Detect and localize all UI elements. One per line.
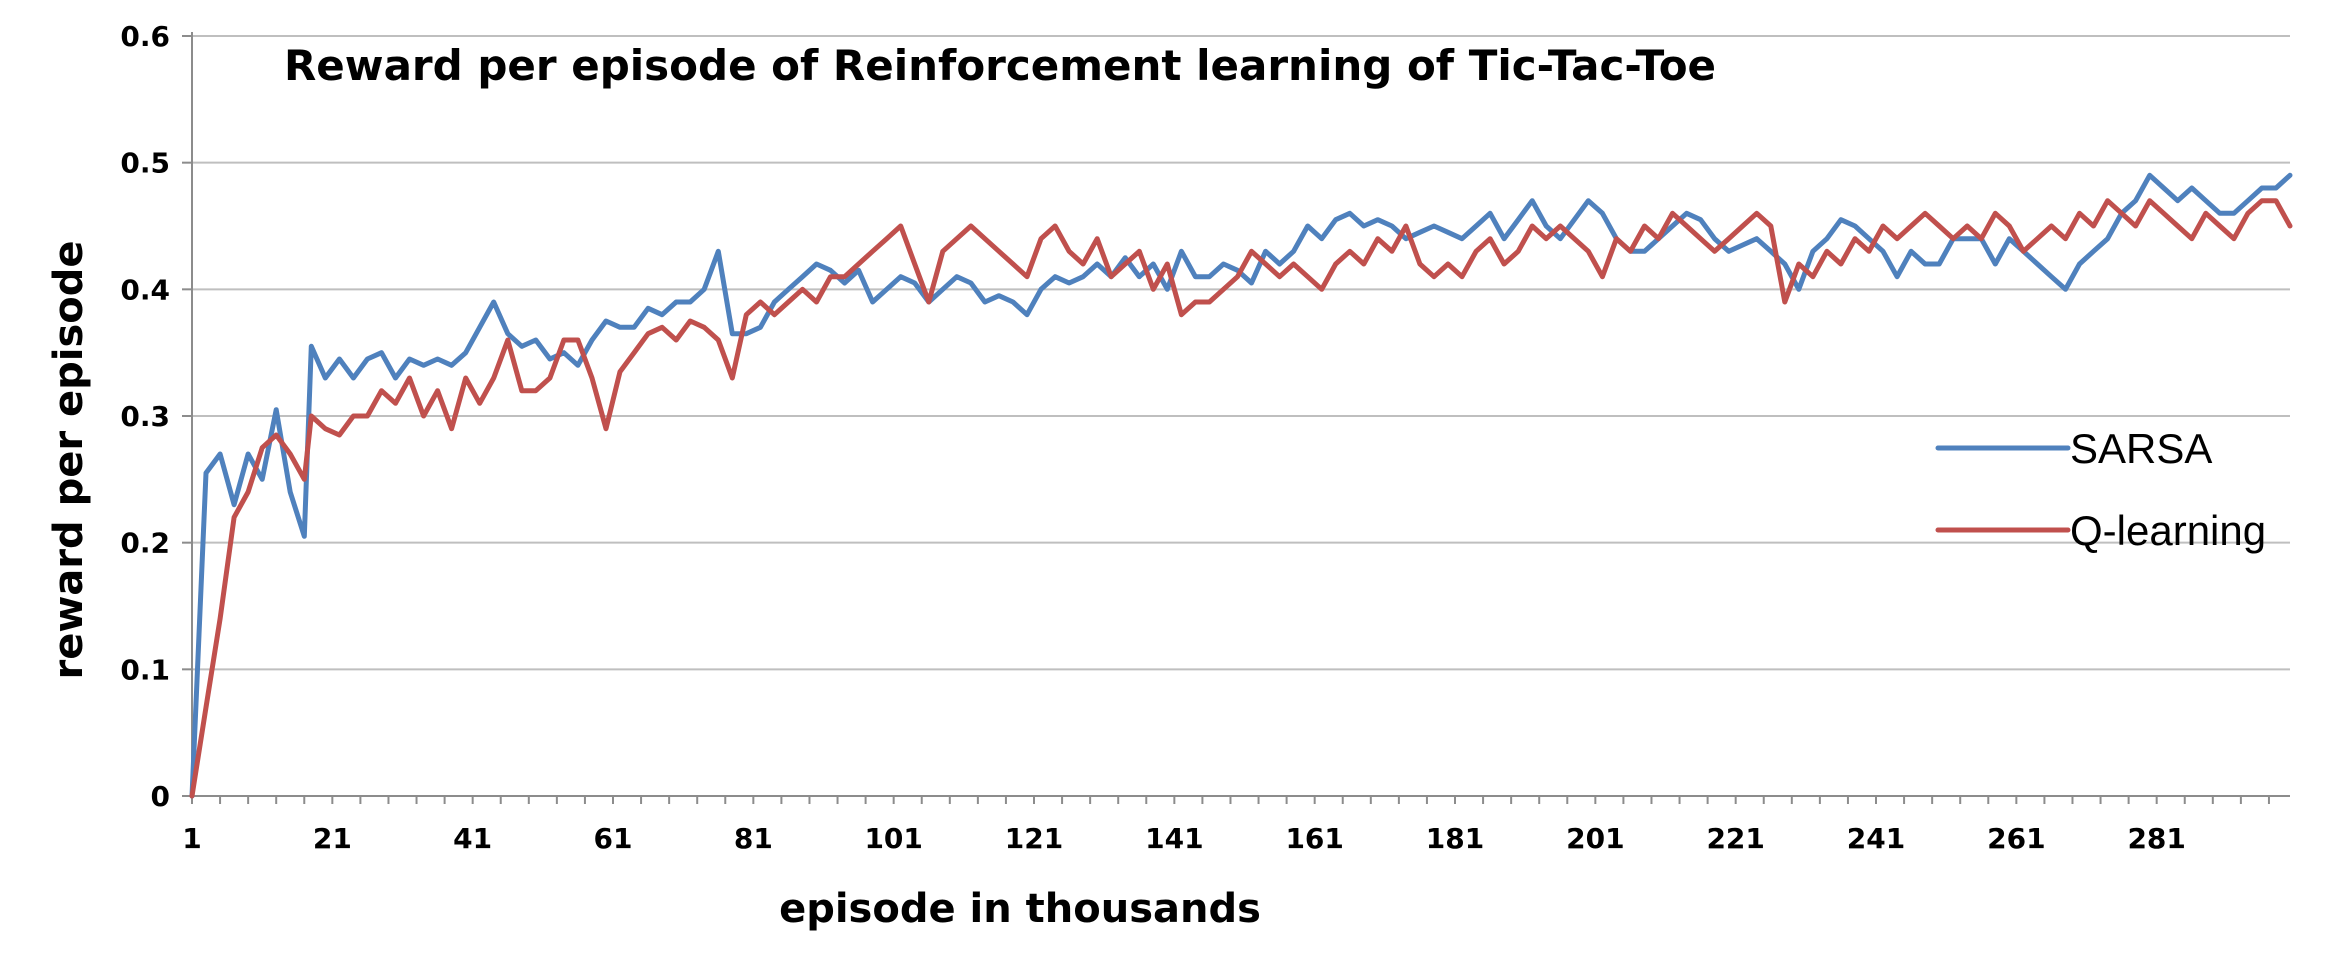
x-tick-label: 241 — [1847, 822, 1905, 855]
x-tick-label: 141 — [1145, 822, 1203, 855]
x-tick-label: 81 — [734, 822, 773, 855]
tick-labels: 00.10.20.30.40.50.61 21 41 61 81 101 121 141 161… — [120, 20, 2186, 855]
x-tick-label: 121 — [1005, 822, 1063, 855]
x-tick-label: 261 — [1987, 822, 2045, 855]
y-tick-label: 0 — [151, 780, 170, 813]
x-tick-label: 281 — [2127, 822, 2185, 855]
y-tick-label: 0.2 — [120, 527, 170, 560]
y-tick-label: 0.1 — [120, 653, 170, 686]
x-tick-label: 201 — [1566, 822, 1624, 855]
y-tick-label: 0.5 — [120, 147, 170, 180]
series-line-q-learning — [189, 198, 2293, 799]
series-lines — [189, 172, 2293, 799]
y-tick-label: 0.6 — [120, 20, 170, 53]
axes — [182, 32, 2290, 804]
x-tick-label: 21 — [313, 822, 352, 855]
legend-label-q-learning: Q-learning — [2070, 507, 2266, 554]
series-line-sarsa — [189, 172, 2293, 799]
chart-title: Reward per episode of Reinforcement lear… — [284, 41, 1716, 90]
x-tick-label: 101 — [864, 822, 922, 855]
gridlines — [192, 35, 2290, 671]
x-tick-label: 41 — [453, 822, 492, 855]
x-tick-label: 181 — [1426, 822, 1484, 855]
x-tick-label: 61 — [594, 822, 633, 855]
x-tick-label: 1 — [182, 822, 201, 855]
x-tick-label: 161 — [1285, 822, 1343, 855]
y-axis-title: reward per episode — [46, 240, 92, 679]
legend-label-sarsa: SARSA — [2070, 425, 2212, 472]
y-tick-label: 0.3 — [120, 400, 170, 433]
x-axis-title: episode in thousands — [779, 886, 1261, 932]
y-tick-label: 0.4 — [120, 273, 170, 306]
x-tick-label: 221 — [1706, 822, 1764, 855]
legend: SARSA Q-learning — [1935, 425, 2266, 554]
